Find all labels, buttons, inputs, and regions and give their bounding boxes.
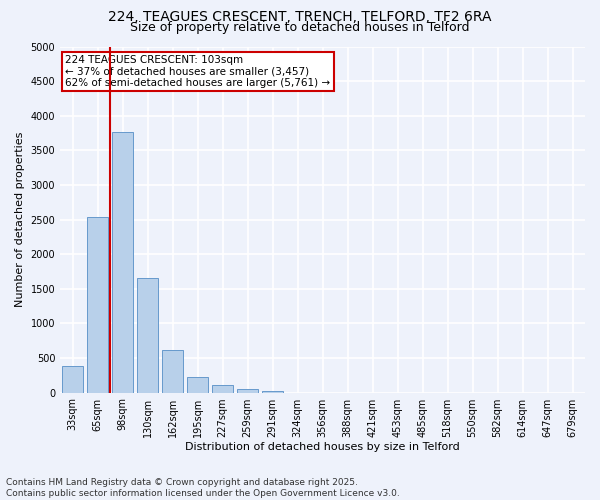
Bar [162,350,183,393]
Y-axis label: Number of detached properties: Number of detached properties [15,132,25,307]
Bar [212,386,233,392]
Text: 224 TEAGUES CRESCENT: 103sqm
← 37% of detached houses are smaller (3,457)
62% of: 224 TEAGUES CRESCENT: 103sqm ← 37% of de… [65,55,331,88]
Bar [262,390,283,392]
Bar [187,378,208,392]
Bar [137,278,158,392]
Bar [237,389,258,392]
Text: Contains HM Land Registry data © Crown copyright and database right 2025.
Contai: Contains HM Land Registry data © Crown c… [6,478,400,498]
X-axis label: Distribution of detached houses by size in Telford: Distribution of detached houses by size … [185,442,460,452]
Bar [62,366,83,392]
Bar [112,132,133,392]
Text: Size of property relative to detached houses in Telford: Size of property relative to detached ho… [130,21,470,34]
Text: 224, TEAGUES CRESCENT, TRENCH, TELFORD, TF2 6RA: 224, TEAGUES CRESCENT, TRENCH, TELFORD, … [108,10,492,24]
Bar [87,218,108,392]
